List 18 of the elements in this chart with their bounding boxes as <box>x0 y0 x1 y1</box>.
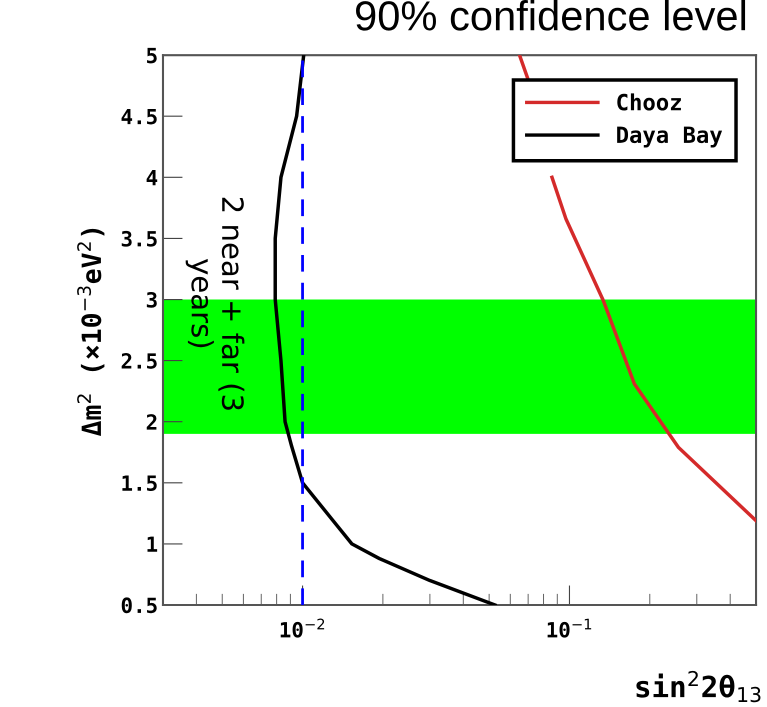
y-tick-label: 3 <box>146 292 157 308</box>
annotation: 2 near + far (3 years) <box>186 198 244 410</box>
y-tick-label: 1.5 <box>122 476 157 492</box>
y-tick-label: 4.5 <box>122 108 157 124</box>
y-tick-label: 0.5 <box>122 597 157 614</box>
y-tick-label: 3.5 <box>122 230 157 247</box>
y-tick-label: 5 <box>147 48 157 64</box>
legend-label: Daya Bay <box>617 126 722 148</box>
x-axis-title: sin$^{2}$2θ$_{13}$ <box>636 670 760 702</box>
chart-title: 90% confidence level <box>356 0 746 31</box>
x-tick-label: 10$^{−1}$ <box>548 618 592 638</box>
text: Δm$^{2}$ (×10$^{−3}$eV$^{2}$) <box>77 228 104 436</box>
y-tick-label: 2 <box>146 414 156 430</box>
legend-label: Chooz <box>617 93 681 111</box>
y-tick-label: 1 <box>148 536 158 552</box>
x-tick-label: 10$^{−2}$ <box>280 618 324 638</box>
y-tick-label: 4 <box>146 170 158 186</box>
y-tick-label: 2.5 <box>122 353 157 369</box>
